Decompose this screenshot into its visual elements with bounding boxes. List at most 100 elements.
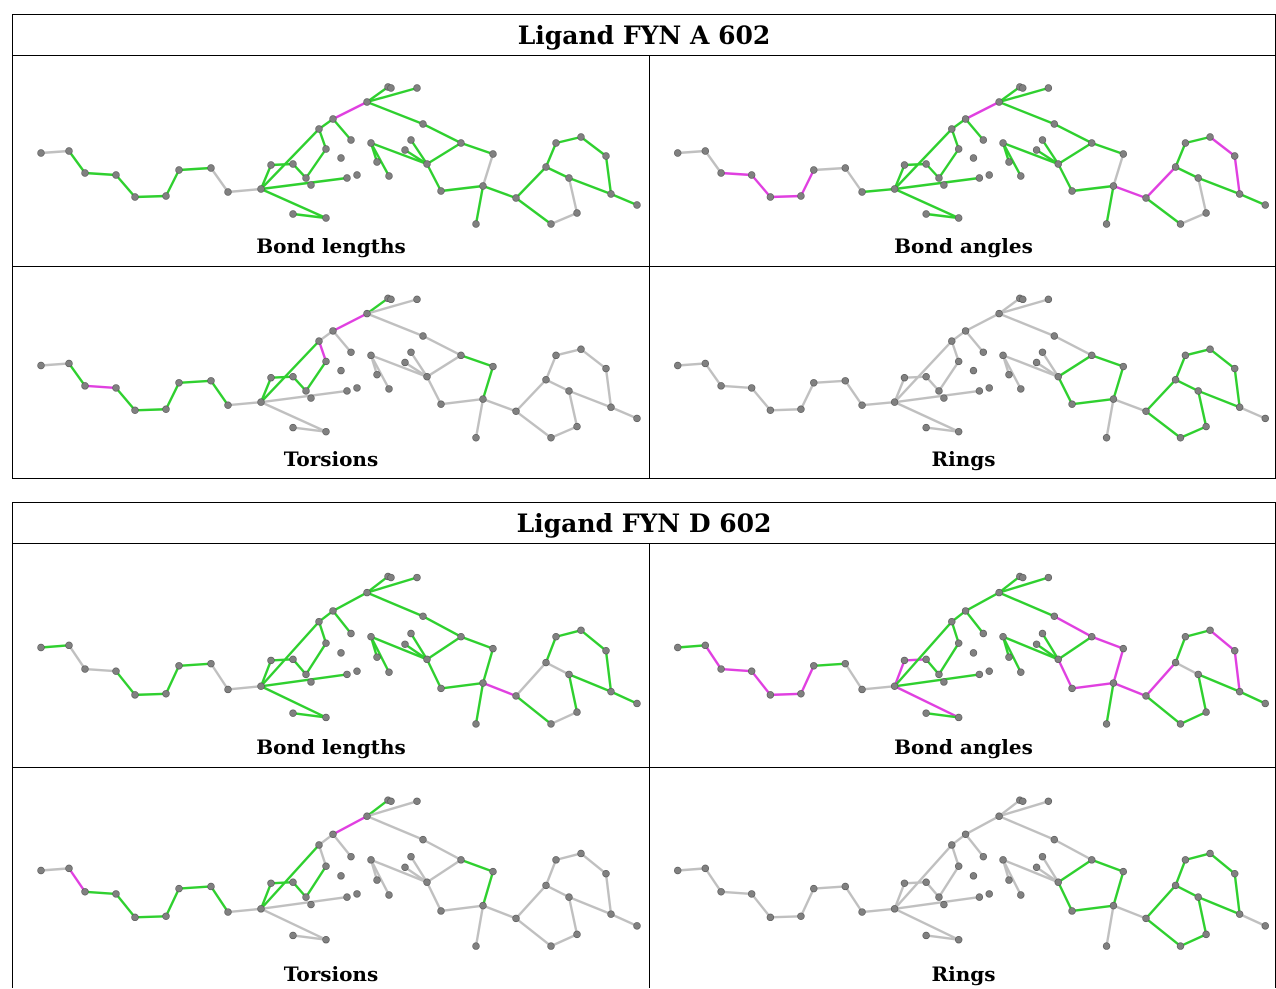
atom (267, 374, 275, 382)
atom (347, 136, 355, 144)
bond (331, 833, 353, 858)
atom (1038, 852, 1047, 861)
bond (604, 872, 613, 916)
cell-divider-horizontal (13, 767, 1275, 768)
bond (937, 641, 960, 676)
bond (1197, 176, 1241, 196)
bond (997, 86, 1050, 104)
bond (544, 661, 571, 676)
bond (1184, 348, 1212, 357)
atom (112, 384, 120, 392)
atom (401, 863, 409, 872)
bond (304, 147, 328, 180)
bond (812, 379, 847, 385)
bond (481, 904, 518, 920)
atom (797, 192, 805, 200)
atom (1054, 160, 1062, 168)
bond (365, 100, 425, 126)
bond (554, 135, 583, 145)
bond (604, 649, 613, 693)
atom (423, 655, 431, 664)
bond (676, 149, 707, 155)
bond (567, 176, 579, 215)
atom (512, 194, 520, 202)
atom (922, 655, 930, 664)
bond (1057, 162, 1074, 193)
atom (322, 357, 330, 366)
atom (343, 174, 351, 182)
bond (365, 799, 390, 818)
atom (948, 841, 956, 849)
bond (164, 381, 181, 411)
atom (307, 394, 315, 402)
bond (1112, 397, 1148, 413)
atom (1032, 358, 1041, 367)
bond (964, 100, 1001, 121)
bond (1174, 165, 1200, 180)
atom (289, 878, 297, 886)
bond (1053, 334, 1093, 357)
atom (935, 670, 943, 679)
bond (1179, 710, 1208, 726)
bond (799, 381, 815, 411)
atom (969, 872, 978, 880)
atom (1171, 376, 1180, 384)
bond (259, 882, 273, 911)
bond (1041, 138, 1060, 166)
bond (1057, 881, 1074, 913)
bond (481, 365, 495, 401)
atom (890, 185, 899, 193)
bond (369, 354, 429, 378)
atom (747, 890, 756, 898)
bond (1184, 852, 1212, 862)
atom (1261, 201, 1269, 209)
atom (1235, 190, 1244, 198)
bond (1090, 141, 1125, 156)
bond (1057, 658, 1074, 690)
bond (1041, 855, 1060, 884)
atom (322, 639, 330, 647)
bond (567, 389, 613, 409)
atom (985, 667, 993, 675)
atom (1176, 434, 1185, 442)
bond (1112, 647, 1125, 685)
bond (579, 348, 608, 370)
bond (554, 852, 583, 862)
atom (975, 670, 984, 679)
bond (544, 354, 558, 381)
bond (1070, 681, 1115, 690)
atom (922, 372, 930, 381)
atom (954, 713, 963, 722)
bond (67, 867, 87, 893)
atom (542, 658, 550, 667)
panel-title: Ligand FYN D 602 (13, 503, 1275, 544)
bond (226, 685, 263, 691)
bond (844, 379, 864, 407)
bond (844, 166, 864, 194)
atom (995, 98, 1003, 106)
bond (164, 168, 181, 198)
bond (1001, 354, 1060, 378)
atom (1068, 400, 1076, 408)
bond (1238, 192, 1267, 207)
bond (1001, 141, 1022, 178)
atom (565, 670, 573, 679)
atom (437, 187, 445, 195)
atom (1119, 150, 1128, 158)
bond (1184, 629, 1212, 638)
atom (995, 309, 1003, 318)
bond (812, 662, 847, 668)
bond (67, 149, 87, 175)
atom (841, 659, 850, 668)
atom (547, 942, 555, 950)
bond (439, 681, 485, 690)
bond (1144, 410, 1182, 439)
bond (177, 885, 213, 890)
bond (1208, 852, 1236, 875)
bond (1041, 351, 1060, 378)
atom (131, 913, 139, 922)
bond (259, 389, 349, 404)
atom (419, 835, 427, 844)
bond (514, 410, 553, 439)
atom (289, 423, 297, 432)
